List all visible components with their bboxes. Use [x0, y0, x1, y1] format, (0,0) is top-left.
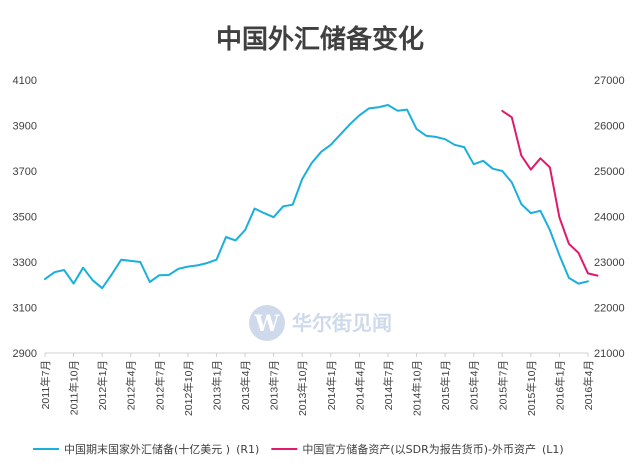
watermark-logo-letter: W: [254, 311, 280, 337]
x-tick-label: 2014年1月: [325, 360, 338, 410]
x-tick-label: 2014年10月: [411, 360, 424, 416]
y-right-tick-label: 24000: [594, 212, 625, 224]
y-left-tick-label: 3700: [13, 166, 37, 178]
y-left-tick-label: 3100: [13, 303, 37, 315]
chart-title: 中国外汇储备变化: [216, 24, 424, 55]
legend-label-1: 中国期末国家外汇储备(十亿美元 ) (R1): [64, 442, 259, 456]
y-left-tick-label: 2900: [13, 348, 37, 360]
x-tick-label: 2014年7月: [382, 360, 395, 410]
x-tick-label: 2012年7月: [153, 360, 166, 410]
x-tick-label: 2013年1月: [210, 360, 223, 410]
y-right-tick-label: 21000: [594, 348, 625, 360]
x-tick-label: 2016年4月: [582, 360, 595, 410]
watermark: W 华尔街见闻: [249, 305, 392, 341]
x-tick-label: 2015年4月: [468, 360, 481, 410]
x-tick-label: 2013年4月: [239, 360, 252, 410]
x-tick-label: 2012年4月: [125, 360, 138, 410]
x-tick-label: 2015年1月: [439, 360, 452, 410]
series-line-2: [501, 109, 599, 277]
x-tick-label: 2012年1月: [96, 360, 109, 410]
x-tick-label: 2014年4月: [353, 360, 366, 410]
x-tick-label: 2011年7月: [39, 360, 52, 409]
y-left-tick-label: 3300: [13, 257, 37, 269]
watermark-logo-icon: [249, 305, 285, 341]
x-tick-label: 2012年10月: [182, 360, 195, 416]
x-tick-label: 2015年7月: [496, 360, 509, 410]
x-tick-label: 2011年10月: [68, 360, 81, 415]
axes: 2900 3100 3300 3500 3700 3900 4100 21000 22000 23…: [13, 75, 625, 416]
legend-label-2: 中国官方储备资产(以SDR为报告货币)-外币资产 (L1): [302, 442, 563, 456]
series-line-1: [44, 104, 589, 290]
series-lines: [44, 104, 599, 290]
y-right-tick-label: 23000: [594, 257, 625, 269]
y-left-tick-label: 3900: [13, 121, 37, 133]
legend: 中国期末国家外汇储备(十亿美元 ) (R1) 中国官方储备资产(以SDR为报告货币)…: [33, 442, 564, 456]
y-right-tick-label: 26000: [594, 121, 625, 133]
y-left-tick-label: 4100: [13, 75, 37, 87]
watermark-text: 华尔街见闻: [292, 311, 392, 335]
y-right-tick-label: 27000: [594, 75, 625, 87]
x-tick-label: 2015年10月: [525, 360, 538, 416]
y-left-tick-label: 3500: [13, 212, 37, 224]
x-tick-label: 2013年7月: [268, 360, 281, 410]
y-right-tick-label: 25000: [594, 166, 625, 178]
x-tick-label: 2013年10月: [296, 360, 309, 416]
y-right-tick-label: 22000: [594, 303, 625, 315]
x-tick-label: 2016年1月: [553, 360, 566, 410]
